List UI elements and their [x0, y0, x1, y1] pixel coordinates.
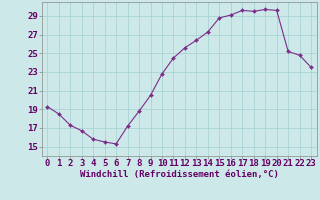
X-axis label: Windchill (Refroidissement éolien,°C): Windchill (Refroidissement éolien,°C)	[80, 170, 279, 179]
